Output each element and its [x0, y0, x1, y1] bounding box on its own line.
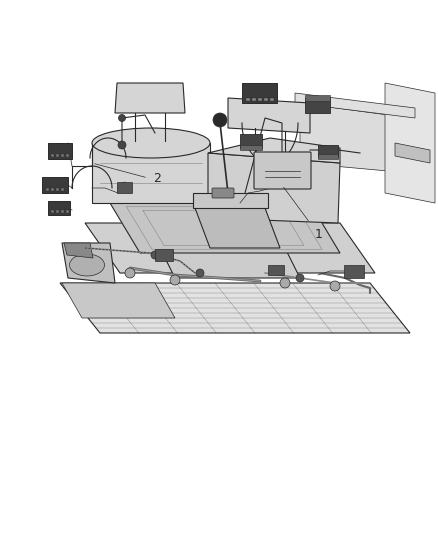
FancyBboxPatch shape [117, 182, 133, 193]
Polygon shape [85, 223, 375, 273]
Polygon shape [195, 208, 280, 248]
Bar [264, 98, 268, 101]
Ellipse shape [70, 254, 105, 276]
Bar [51, 188, 54, 191]
Bar [344, 265, 364, 278]
Circle shape [118, 141, 126, 149]
Bar [240, 134, 262, 148]
Polygon shape [62, 243, 115, 283]
Bar [51, 210, 54, 213]
Text: 1: 1 [315, 228, 323, 241]
Bar [240, 145, 262, 150]
Polygon shape [385, 83, 435, 203]
Bar [246, 98, 250, 101]
Circle shape [119, 115, 126, 122]
Bar [48, 201, 70, 215]
Bar [242, 83, 277, 103]
Bar [318, 145, 338, 157]
Bar [155, 249, 173, 261]
Bar [268, 265, 284, 275]
Bar [305, 98, 330, 113]
Bar [258, 98, 262, 101]
Bar [56, 188, 59, 191]
Polygon shape [64, 243, 93, 258]
Polygon shape [110, 203, 340, 253]
Polygon shape [208, 153, 340, 223]
Bar [46, 188, 49, 191]
Bar [51, 154, 54, 157]
Bar [66, 154, 69, 157]
Circle shape [125, 268, 135, 278]
Polygon shape [208, 138, 340, 163]
Ellipse shape [92, 128, 210, 158]
Polygon shape [115, 83, 185, 113]
Bar [305, 95, 330, 101]
Polygon shape [60, 283, 410, 333]
Polygon shape [300, 103, 410, 173]
Bar [61, 210, 64, 213]
Bar [61, 188, 64, 191]
Polygon shape [395, 143, 430, 163]
Polygon shape [155, 238, 300, 278]
FancyBboxPatch shape [254, 152, 311, 189]
Circle shape [170, 275, 180, 285]
Circle shape [280, 278, 290, 288]
Circle shape [151, 251, 159, 259]
Text: 2: 2 [153, 172, 161, 184]
Bar [66, 210, 69, 213]
FancyBboxPatch shape [212, 188, 234, 198]
Bar [42, 177, 68, 193]
Bar [56, 210, 59, 213]
Circle shape [213, 113, 227, 127]
Bar [252, 98, 256, 101]
Polygon shape [92, 143, 210, 203]
Bar [61, 154, 64, 157]
Bar [48, 143, 72, 159]
Bar [56, 154, 59, 157]
Polygon shape [193, 193, 268, 208]
Polygon shape [62, 283, 175, 318]
Circle shape [296, 274, 304, 282]
Polygon shape [295, 93, 415, 118]
Circle shape [196, 269, 204, 277]
Polygon shape [228, 98, 310, 133]
Bar [318, 154, 338, 159]
Bar [270, 98, 274, 101]
Circle shape [330, 281, 340, 291]
